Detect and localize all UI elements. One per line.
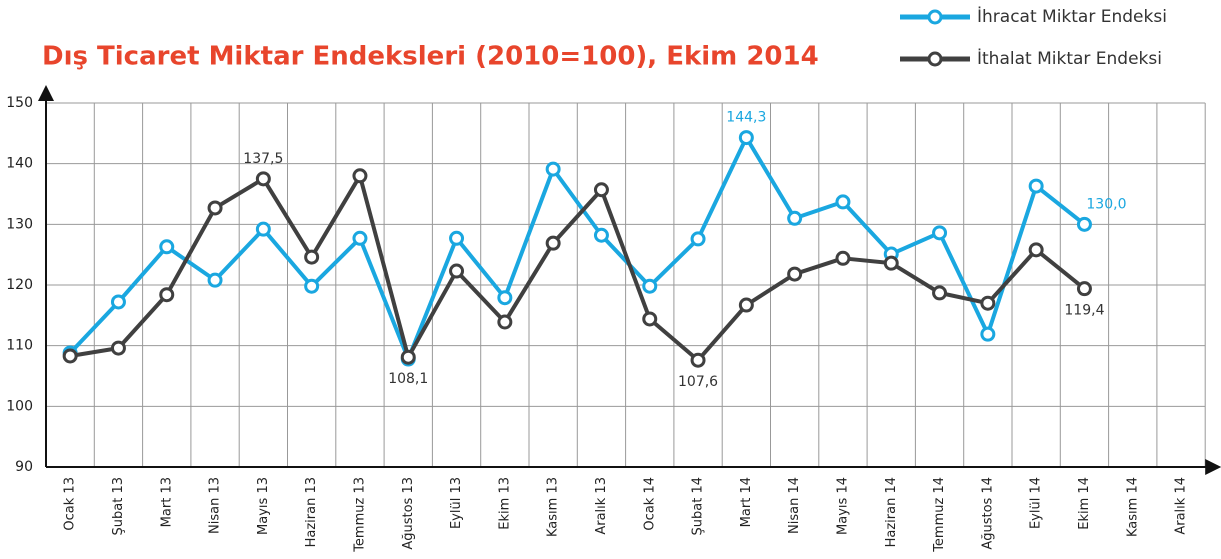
point bbox=[642, 311, 658, 327]
legend-marker bbox=[927, 51, 943, 67]
x-tick-label: Şubat 14 bbox=[691, 477, 706, 535]
point bbox=[593, 182, 609, 198]
point bbox=[835, 194, 851, 210]
legend-marker bbox=[927, 9, 943, 25]
point bbox=[400, 349, 416, 365]
point bbox=[159, 239, 175, 255]
x-tick-label: Temmuz 13 bbox=[352, 477, 367, 553]
x-tick-label: Haziran 13 bbox=[304, 477, 319, 547]
x-tick-label: Ağustos 13 bbox=[401, 477, 416, 550]
point bbox=[304, 249, 320, 265]
point bbox=[352, 168, 368, 184]
x-tick-label: Ekim 14 bbox=[1077, 477, 1092, 530]
point bbox=[690, 231, 706, 247]
point bbox=[787, 210, 803, 226]
point bbox=[110, 340, 126, 356]
x-tick-label: Nisan 13 bbox=[208, 477, 223, 534]
point bbox=[1028, 242, 1044, 258]
point bbox=[883, 255, 899, 271]
value-label: 108,1 bbox=[388, 371, 428, 387]
y-tick-label: 90 bbox=[15, 459, 33, 475]
y-tick-label: 120 bbox=[6, 277, 33, 293]
x-tick-label: Ekim 13 bbox=[497, 477, 512, 530]
x-tick-label: Ocak 13 bbox=[63, 477, 78, 531]
x-tick-label: Şubat 13 bbox=[111, 477, 126, 535]
point bbox=[62, 348, 78, 364]
point bbox=[787, 266, 803, 282]
value-label: 107,6 bbox=[678, 374, 718, 390]
series-line bbox=[68, 135, 1086, 362]
value-label: 144,3 bbox=[726, 110, 766, 126]
point bbox=[1076, 281, 1092, 297]
value-label: 130,0 bbox=[1086, 196, 1126, 212]
point bbox=[1028, 178, 1044, 194]
x-tick-label: Mayıs 13 bbox=[256, 477, 271, 535]
point bbox=[449, 230, 465, 246]
x-tick-label: Aralık 14 bbox=[1174, 477, 1189, 535]
x-tick-label: Temmuz 14 bbox=[932, 477, 947, 553]
x-tick-label: Kasım 13 bbox=[546, 477, 561, 537]
x-tick-label: Eylül 13 bbox=[449, 477, 464, 529]
y-tick-label: 100 bbox=[6, 398, 33, 414]
point bbox=[255, 171, 271, 187]
point bbox=[738, 297, 754, 313]
point bbox=[980, 295, 996, 311]
point bbox=[545, 161, 561, 177]
point bbox=[835, 250, 851, 266]
point bbox=[255, 221, 271, 237]
y-tick-label: 110 bbox=[6, 338, 33, 354]
series-line bbox=[69, 173, 1086, 363]
point bbox=[545, 235, 561, 251]
x-tick-label: Eylül 14 bbox=[1029, 477, 1044, 529]
legend-label: İthalat Miktar Endeksi bbox=[977, 48, 1162, 69]
chart-title: Dış Ticaret Miktar Endeksleri (2010=100)… bbox=[42, 42, 819, 72]
point bbox=[593, 227, 609, 243]
x-tick-label: Ağustos 14 bbox=[980, 477, 995, 550]
point bbox=[352, 230, 368, 246]
x-tick-label: Mart 13 bbox=[159, 477, 174, 527]
x-tick-label: Ocak 14 bbox=[642, 477, 657, 531]
point bbox=[690, 352, 706, 368]
point bbox=[642, 278, 658, 294]
x-tick-label: Aralık 13 bbox=[594, 477, 609, 535]
point bbox=[497, 314, 513, 330]
y-tick-label: 150 bbox=[6, 95, 33, 111]
y-tick-label: 130 bbox=[6, 216, 33, 232]
x-tick-label: Mayıs 14 bbox=[835, 477, 850, 535]
point bbox=[159, 287, 175, 303]
value-label: 119,4 bbox=[1064, 303, 1104, 319]
point bbox=[497, 290, 513, 306]
point bbox=[738, 130, 754, 146]
x-tick-label: Kasım 14 bbox=[1125, 477, 1140, 537]
value-label: 137,5 bbox=[243, 151, 283, 167]
point bbox=[932, 225, 948, 241]
point bbox=[1076, 216, 1092, 232]
x-tick-label: Mart 14 bbox=[739, 477, 754, 527]
x-tick-label: Haziran 14 bbox=[884, 477, 899, 547]
point bbox=[449, 263, 465, 279]
point bbox=[980, 326, 996, 342]
legend-label: İhracat Miktar Endeksi bbox=[977, 6, 1167, 27]
point bbox=[207, 272, 223, 288]
point bbox=[304, 278, 320, 294]
y-tick-label: 140 bbox=[6, 156, 33, 172]
point bbox=[932, 285, 948, 301]
point bbox=[207, 200, 223, 216]
point bbox=[110, 294, 126, 310]
x-tick-label: Nisan 14 bbox=[787, 477, 802, 534]
